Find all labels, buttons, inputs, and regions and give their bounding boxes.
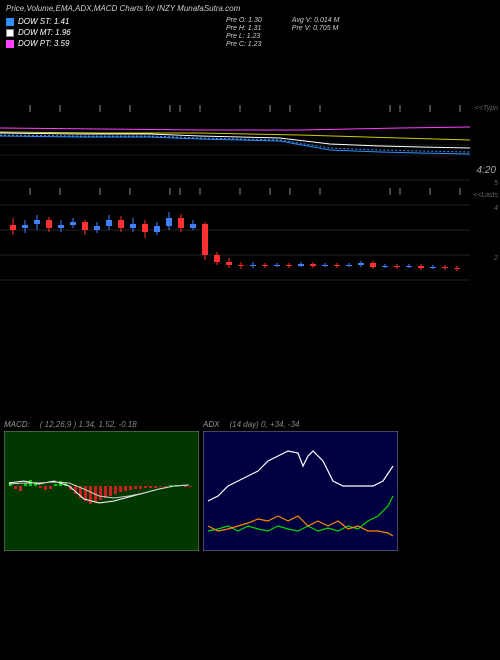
stats-col1: Pre O: 1.30Pre H: 1.31Pre L: 1.23Pre C: … <box>226 17 262 50</box>
top-chart-area: <<Typn 4:20 <box>0 50 500 170</box>
legend-label-pt: DOW PT: 3.59 <box>18 39 69 48</box>
legend-item-pt: DOW PT: 3.59 <box>6 39 226 48</box>
candle-y-label: 2 <box>494 255 498 262</box>
macd-chart <box>4 431 199 551</box>
swatch-mt <box>6 29 14 37</box>
legend-item-st: DOW ST: 1.41 <box>6 17 226 26</box>
candle-y-label: 4 <box>494 205 498 212</box>
adx-params: (14 day) 0, +34, -34 <box>229 420 299 429</box>
macd-params: ( 12,26,9 ) 1.34, 1.52, -0.18 <box>40 420 137 429</box>
candle-y-label: <<Lasts <box>473 192 498 199</box>
stats-block: Pre O: 1.30Pre H: 1.31Pre L: 1.23Pre C: … <box>226 17 339 50</box>
macd-label-row: MACD: ( 12,26,9 ) 1.34, 1.52, -0.18 <box>4 420 199 429</box>
legend-label-st: DOW ST: 1.41 <box>18 17 69 26</box>
adx-label: ADX <box>203 420 219 429</box>
candlestick-chart <box>0 170 470 300</box>
page-title: Price,Volume,EMA,ADX,MACD Charts for INZ… <box>0 0 500 17</box>
stats-col2: Avg V: 0.014 MPre V: 0.705 M <box>292 17 340 50</box>
swatch-pt <box>6 40 14 48</box>
adx-label-row: ADX (14 day) 0, +34, -34 <box>203 420 398 429</box>
candle-chart-area: 5 <<Lasts 4 2 <box>0 170 500 300</box>
legend-left: DOW ST: 1.41 DOW MT: 1.96 DOW PT: 3.59 <box>6 17 226 50</box>
legend-row: DOW ST: 1.41 DOW MT: 1.96 DOW PT: 3.59 P… <box>0 17 500 50</box>
candle-y-label: 5 <box>494 180 498 187</box>
macd-label: MACD: <box>4 420 30 429</box>
sub-panels-row: MACD: ( 12,26,9 ) 1.34, 1.52, -0.18 ADX … <box>0 420 500 551</box>
macd-panel: MACD: ( 12,26,9 ) 1.34, 1.52, -0.18 <box>4 420 199 551</box>
legend-item-mt: DOW MT: 1.96 <box>6 28 226 37</box>
legend-label-mt: DOW MT: 1.96 <box>18 28 71 37</box>
top-line-chart <box>0 50 470 170</box>
axis-label-typn: <<Typn <box>475 105 498 112</box>
adx-chart <box>203 431 398 551</box>
swatch-st <box>6 18 14 26</box>
adx-panel: ADX (14 day) 0, +34, -34 <box>203 420 398 551</box>
